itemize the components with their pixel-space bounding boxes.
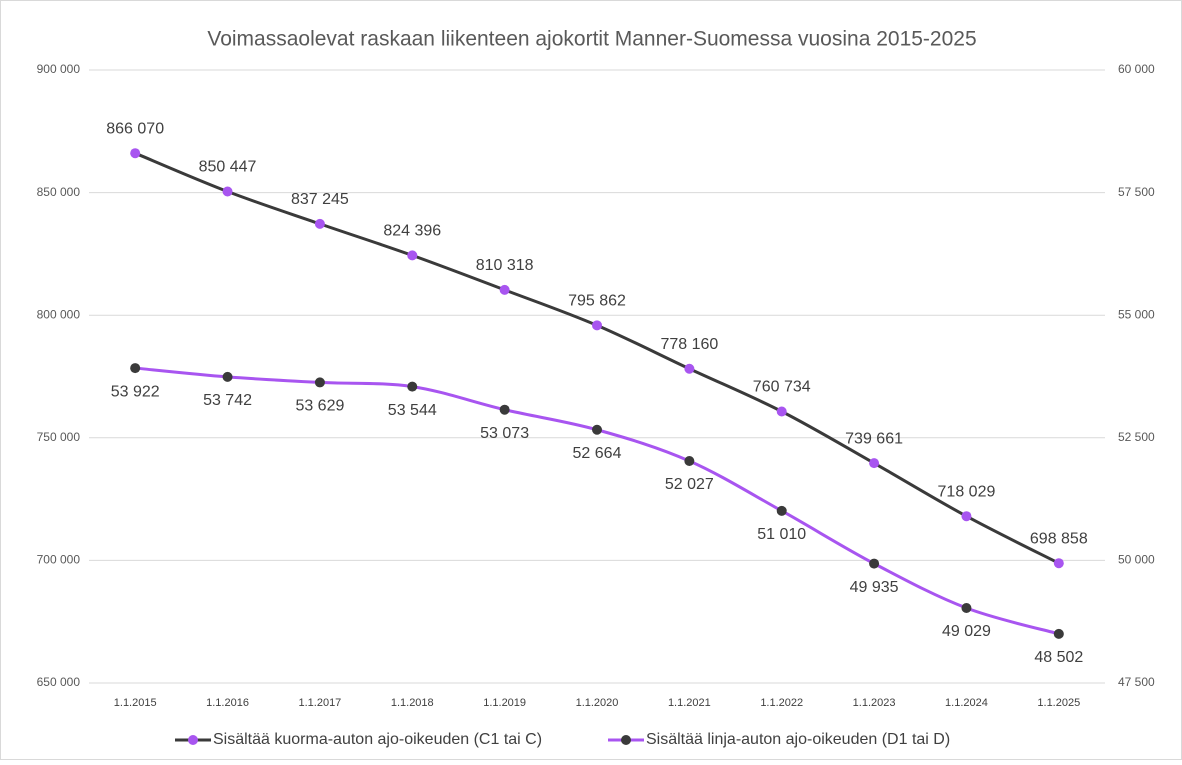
- marker: [1053, 558, 1064, 569]
- marker: [776, 406, 787, 417]
- data-label: 52 027: [665, 476, 714, 493]
- marker: [407, 250, 418, 261]
- data-label: 53 629: [295, 398, 344, 415]
- y2-tick-label: 60 000: [1118, 62, 1155, 76]
- marker: [869, 558, 880, 569]
- marker: [314, 377, 325, 388]
- x-tick-label: 1.1.2023: [853, 697, 896, 709]
- y-tick-label: 850 000: [37, 185, 81, 199]
- x-tick-label: 1.1.2025: [1037, 697, 1080, 709]
- x-tick-label: 1.1.2015: [114, 697, 157, 709]
- y2-tick-label: 55 000: [1118, 307, 1155, 321]
- marker: [684, 363, 695, 374]
- x-tick-label: 1.1.2024: [945, 697, 988, 709]
- data-label: 778 160: [660, 336, 718, 353]
- marker: [961, 511, 972, 522]
- data-label: 49 935: [850, 579, 899, 596]
- data-label: 718 029: [938, 483, 996, 500]
- y2-tick-label: 50 000: [1118, 553, 1155, 567]
- data-label: 698 858: [1030, 530, 1088, 547]
- marker: [961, 603, 972, 614]
- x-tick-label: 1.1.2020: [576, 697, 619, 709]
- data-label: 52 664: [573, 445, 622, 462]
- y2-tick-label: 52 500: [1118, 430, 1155, 444]
- x-tick-label: 1.1.2019: [483, 697, 526, 709]
- data-label: 824 396: [383, 223, 441, 240]
- marker: [869, 458, 880, 469]
- data-label: 837 245: [291, 191, 349, 208]
- data-label: 49 029: [942, 623, 991, 640]
- marker: [592, 424, 602, 435]
- data-label: 51 010: [757, 526, 806, 543]
- marker: [222, 186, 233, 197]
- x-tick-label: 1.1.2016: [206, 697, 249, 709]
- data-label: 795 862: [568, 293, 626, 310]
- data-label: 53 544: [388, 402, 437, 419]
- y2-tick-label: 57 500: [1118, 185, 1155, 199]
- marker: [499, 284, 510, 295]
- y-tick-label: 650 000: [37, 675, 81, 689]
- data-label: 53 073: [480, 425, 529, 442]
- data-label: 739 661: [845, 430, 903, 447]
- data-label: 48 502: [1034, 649, 1083, 666]
- legend-marker: [188, 735, 198, 745]
- y2-tick-label: 47 500: [1118, 675, 1155, 689]
- y-tick-label: 700 000: [37, 553, 81, 567]
- marker: [314, 218, 325, 229]
- x-tick-label: 1.1.2022: [760, 697, 803, 709]
- marker: [130, 148, 141, 159]
- y-tick-label: 800 000: [37, 307, 81, 321]
- legend-label: Sisältää kuorma-auton ajo-oikeuden (C1 t…: [213, 731, 542, 748]
- data-label: 810 318: [476, 257, 534, 274]
- marker: [499, 404, 510, 415]
- y-tick-label: 750 000: [37, 430, 81, 444]
- x-tick-label: 1.1.2021: [668, 697, 711, 709]
- series-line: [134, 151, 1060, 565]
- data-label: 53 742: [203, 392, 252, 409]
- legend-label: Sisältää linja-auton ajo-oikeuden (D1 ta…: [646, 731, 950, 748]
- data-label: 53 922: [111, 383, 160, 400]
- x-tick-label: 1.1.2017: [298, 697, 341, 709]
- data-label: 866 070: [106, 120, 164, 137]
- legend-marker: [621, 735, 631, 745]
- marker: [684, 455, 695, 466]
- data-label: 760 734: [753, 379, 811, 396]
- marker: [1053, 628, 1064, 639]
- marker: [130, 363, 141, 374]
- marker: [776, 505, 787, 516]
- x-tick-label: 1.1.2018: [391, 697, 434, 709]
- chart-title: Voimassaolevat raskaan liikenteen ajokor…: [207, 28, 976, 51]
- data-label: 850 447: [199, 159, 257, 176]
- marker: [592, 320, 602, 331]
- y-tick-label: 900 000: [37, 62, 81, 76]
- marker: [222, 371, 233, 382]
- marker: [407, 381, 418, 392]
